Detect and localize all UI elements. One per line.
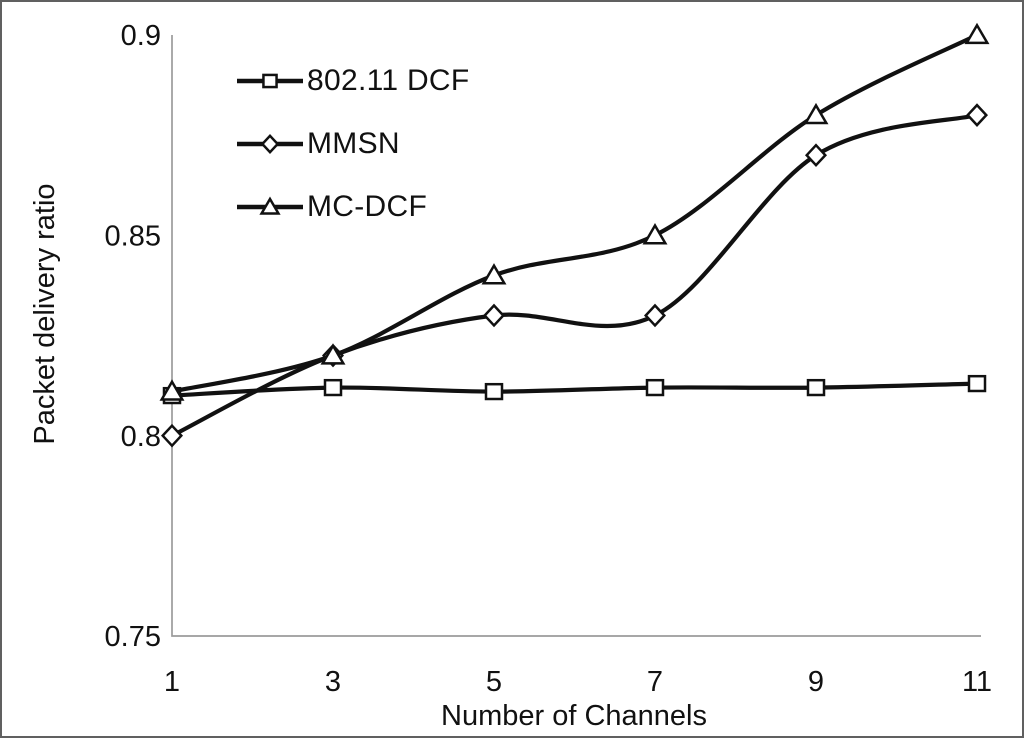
legend-marker-shape xyxy=(259,195,281,215)
legend-label-mmsn: MMSN xyxy=(307,126,400,160)
x-tick-label-7: 7 xyxy=(647,666,663,698)
legend-square-marker-icon xyxy=(237,73,303,88)
y-tick-label-0-75: 0.75 xyxy=(105,621,161,653)
y-axis-title: Packet delivery ratio xyxy=(29,183,61,444)
data-point-mc-dcf-x7 xyxy=(642,223,668,245)
data-point-802-11-dcf-x11 xyxy=(967,374,987,393)
series-line-802-11-dcf xyxy=(169,381,980,398)
y-tick-label-0-8: 0.8 xyxy=(121,421,161,453)
legend-triangle-marker-icon xyxy=(237,195,303,215)
x-tick-label-3: 3 xyxy=(325,666,341,698)
data-point-mmsn-x1 xyxy=(160,423,184,448)
data-point-802-11-dcf-x5 xyxy=(484,382,504,401)
x-tick-label-11: 11 xyxy=(962,666,992,698)
data-point-mc-dcf-x9 xyxy=(803,102,829,125)
series-mc-dcf xyxy=(159,22,990,401)
data-point-mc-dcf-x3 xyxy=(320,343,346,365)
data-point-802-11-dcf-x9 xyxy=(806,378,826,397)
legend-item-mmsn: MMSN xyxy=(236,112,470,175)
data-point-mmsn-x7 xyxy=(643,303,667,328)
legend-diamond-marker-icon xyxy=(237,133,303,154)
data-point-mmsn-x5 xyxy=(482,303,506,328)
data-point-mmsn-x11 xyxy=(965,103,989,127)
legend-item-802-11-dcf: 802.11 DCF xyxy=(236,49,470,112)
x-tick-label-1: 1 xyxy=(164,666,180,698)
data-point-802-11-dcf-x7 xyxy=(645,378,665,397)
x-axis-title: Number of Channels xyxy=(441,700,707,732)
legend-label-802-11-dcf: 802.11 DCF xyxy=(307,63,470,97)
legend-marker-shape xyxy=(260,133,280,154)
y-tick-label-0-85: 0.85 xyxy=(105,220,161,252)
data-point-mc-dcf-x11 xyxy=(964,22,990,45)
x-tick-label-9: 9 xyxy=(808,666,824,698)
legend-marker-shape xyxy=(262,73,278,88)
data-point-mc-dcf-x1 xyxy=(159,379,185,401)
data-point-mc-dcf-x5 xyxy=(481,263,507,285)
y-tick-label-0-9: 0.9 xyxy=(121,20,161,52)
x-tick-label-5: 5 xyxy=(486,666,502,698)
data-point-mmsn-x9 xyxy=(804,143,828,168)
legend-item-mc-dcf: MC-DCF xyxy=(236,175,470,238)
axis-lines xyxy=(171,35,981,637)
legend: 802.11 DCF MMSN MC-DCF xyxy=(236,49,470,238)
legend-label-mc-dcf: MC-DCF xyxy=(307,189,428,223)
data-point-802-11-dcf-x3 xyxy=(323,378,343,397)
series-802-11-dcf xyxy=(162,374,987,405)
